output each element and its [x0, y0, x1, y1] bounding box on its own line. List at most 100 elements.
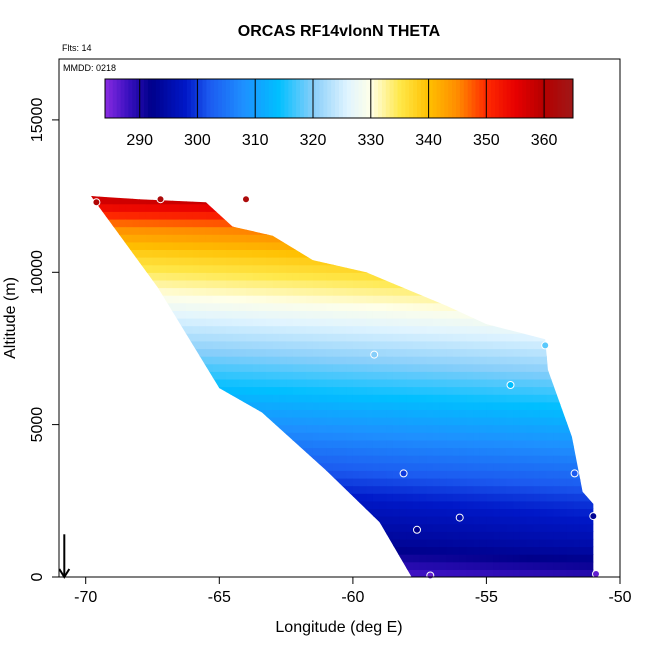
heatmap-cell	[212, 226, 220, 235]
heatmap-cell	[192, 493, 200, 502]
heatmap-cell	[179, 340, 187, 350]
heatmap-cell	[392, 241, 401, 250]
colorbar-swatch	[463, 79, 469, 118]
heatmap-cell	[539, 203, 548, 212]
heatmap-cell	[199, 325, 207, 334]
heatmap-cell	[125, 318, 134, 327]
heatmap-cell	[433, 455, 441, 464]
heatmap-cell	[466, 318, 474, 327]
heatmap-cell	[499, 310, 508, 319]
heatmap-cell	[419, 295, 427, 304]
heatmap-cell	[479, 508, 488, 517]
heatmap-cell	[593, 318, 600, 326]
heatmap-cell	[406, 348, 414, 357]
heatmap-cell	[332, 394, 341, 403]
heatmap-cell	[319, 569, 327, 577]
heatmap-cell	[359, 394, 367, 403]
heatmap-cell	[105, 249, 114, 258]
heatmap-cell	[539, 462, 548, 471]
heatmap-cell	[205, 546, 214, 555]
heatmap-cell	[173, 181, 180, 189]
heatmap-cell	[413, 538, 421, 548]
heatmap-cell	[466, 211, 474, 220]
heatmap-cell	[539, 538, 548, 548]
heatmap-cell	[119, 340, 127, 350]
heatmap-cell	[139, 241, 147, 250]
heatmap-cell	[352, 417, 361, 426]
heatmap-cell	[286, 500, 294, 509]
heatmap-cell	[279, 226, 287, 235]
heatmap-cell	[145, 249, 154, 258]
heatmap-cell	[91, 249, 93, 258]
heatmap-cell	[379, 302, 387, 311]
heatmap-cell	[352, 333, 361, 342]
heatmap-cell	[533, 348, 541, 357]
heatmap-cell	[539, 455, 548, 464]
heatmap-cell	[586, 424, 594, 433]
heatmap-cell	[132, 348, 140, 357]
heatmap-cell	[426, 439, 434, 449]
heatmap-cell	[226, 234, 234, 243]
heatmap-cell	[593, 486, 600, 494]
heatmap-cell	[199, 462, 207, 471]
heatmap-cell	[139, 569, 147, 577]
heatmap-cell	[252, 219, 260, 228]
heatmap-cell	[486, 394, 494, 403]
heatmap-cell	[593, 501, 600, 509]
heatmap-cell	[105, 554, 114, 563]
heatmap-cell	[366, 409, 374, 418]
heatmap-cell	[272, 203, 280, 212]
heatmap-cell	[152, 546, 160, 555]
heatmap-cell	[319, 493, 327, 502]
heatmap-cell	[519, 455, 528, 464]
heatmap-cell	[586, 554, 594, 563]
heatmap-cell	[392, 455, 401, 464]
heatmap-cell	[279, 462, 287, 471]
x-tick-label: -60	[341, 589, 364, 606]
heatmap-cell	[566, 287, 574, 296]
heatmap-cell	[232, 394, 240, 403]
heatmap-cell	[219, 470, 227, 479]
heatmap-cell	[91, 378, 93, 388]
heatmap-cell	[119, 485, 127, 494]
heatmap-cell	[426, 279, 434, 289]
heatmap-cell	[165, 462, 174, 471]
heatmap-cell	[286, 333, 294, 342]
heatmap-cell	[486, 538, 494, 548]
heatmap-cell	[406, 401, 414, 410]
colorbar-swatch	[530, 79, 535, 118]
heatmap-cell	[259, 241, 267, 250]
heatmap-cell	[413, 196, 421, 197]
heatmap-cell	[219, 493, 227, 502]
heatmap-cell	[172, 569, 180, 577]
heatmap-cell	[199, 531, 207, 540]
heatmap-cell	[546, 279, 554, 289]
heatmap-cell	[239, 478, 247, 487]
heatmap-cell	[366, 439, 374, 449]
heatmap-cell	[145, 287, 154, 296]
heatmap-cell	[372, 493, 381, 502]
heatmap-cell	[159, 203, 167, 212]
heatmap-cell	[306, 196, 314, 197]
heatmap-cell	[292, 363, 301, 372]
heatmap-cell	[165, 226, 174, 235]
heatmap-cell	[433, 386, 441, 395]
heatmap-cell	[359, 516, 367, 525]
heatmap-cell	[439, 508, 447, 517]
heatmap-cell	[566, 279, 574, 289]
heatmap-cell	[339, 333, 347, 342]
heatmap-cell	[506, 196, 514, 197]
heatmap-cell	[226, 554, 234, 563]
heatmap-cell	[246, 409, 254, 418]
heatmap-cell	[419, 439, 427, 449]
heatmap-cell	[212, 348, 220, 357]
heatmap-cell	[352, 386, 361, 395]
heatmap-cell	[573, 417, 581, 426]
heatmap-cell	[92, 264, 100, 273]
heatmap-cell	[439, 470, 447, 479]
heatmap-cell	[252, 249, 260, 258]
heatmap-cell	[372, 378, 381, 388]
heatmap-cell	[346, 417, 354, 426]
heatmap-cell	[192, 196, 200, 205]
heatmap-cell	[392, 523, 401, 532]
